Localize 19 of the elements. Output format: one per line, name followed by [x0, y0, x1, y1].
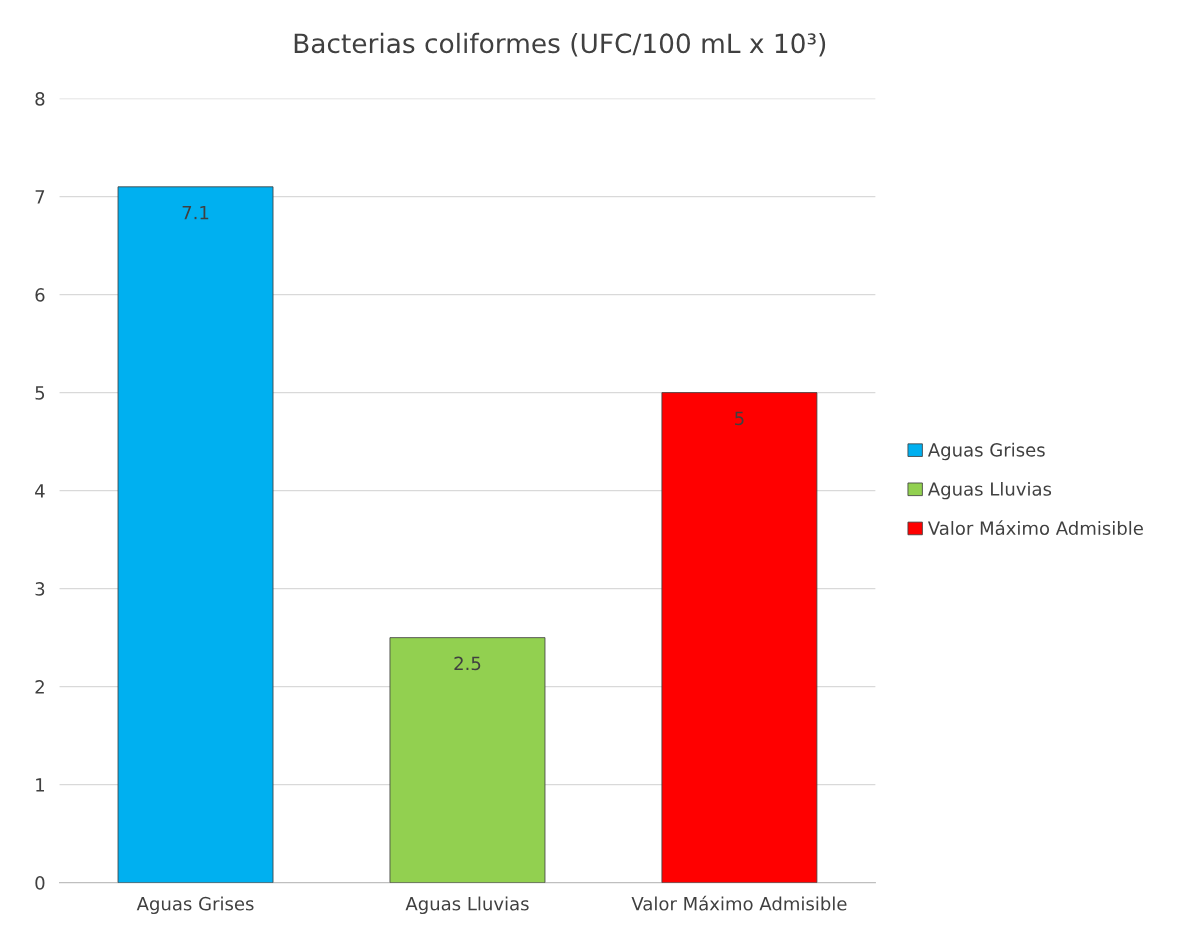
data-label: 5 — [735, 411, 744, 426]
y-tick-label: 8 — [35, 92, 45, 106]
data-label: 7.1 — [182, 205, 209, 220]
y-tick-label: 5 — [35, 386, 45, 400]
y-tick-label: 3 — [35, 582, 45, 596]
x-tick-label: Valor Máximo Admisible — [631, 895, 847, 911]
legend-label: Aguas Grises — [927, 442, 1045, 461]
y-tick-label: 1 — [36, 778, 44, 792]
y-tick-label: 0 — [35, 876, 45, 890]
chart-title: Bacterias coliformes (UFC/100 mL x 10³) — [294, 32, 826, 57]
y-tick-label: 7 — [35, 190, 45, 204]
x-tick-label: Aguas Grises — [136, 896, 254, 915]
legend-label: Valor Máximo Admisible — [927, 520, 1143, 536]
y-tick-label: 6 — [35, 288, 45, 302]
data-label: 2.5 — [454, 656, 481, 671]
y-tick-label: 4 — [35, 484, 45, 498]
x-tick-label: Aguas Lluvias — [405, 896, 529, 915]
legend-label: Aguas Lluvias — [927, 481, 1052, 500]
y-tick-label: 2 — [35, 680, 44, 694]
